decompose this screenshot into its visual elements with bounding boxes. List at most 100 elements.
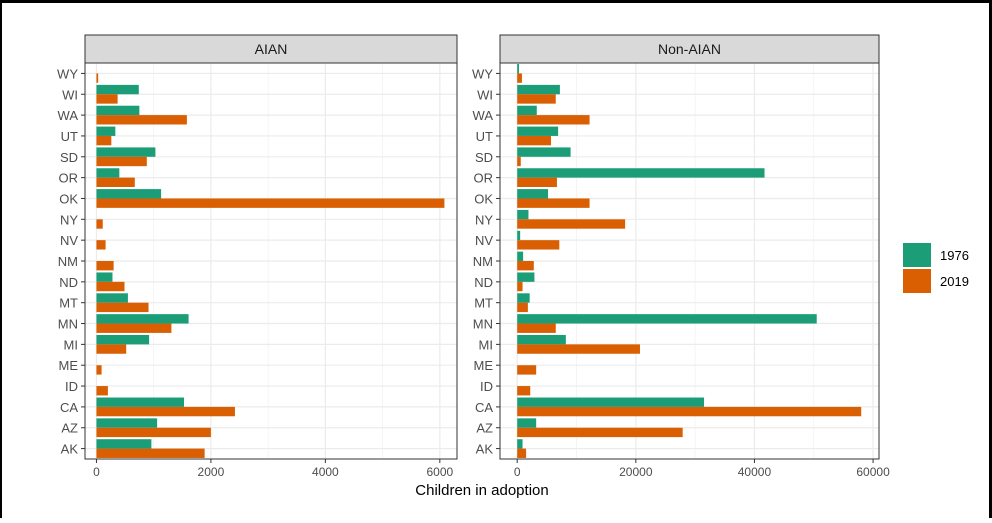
panel-border xyxy=(499,62,880,460)
legend-key-1976 xyxy=(903,243,931,267)
bar-2019 xyxy=(96,73,99,83)
bar-1976 xyxy=(96,126,116,136)
x-tick-label: 2000 xyxy=(198,465,225,479)
y-tick-label: WY xyxy=(472,66,493,81)
y-tick-label: NM xyxy=(473,254,493,269)
legend-key-2019 xyxy=(903,269,931,293)
bar-2019 xyxy=(96,94,118,104)
bar-1976 xyxy=(96,334,150,345)
bar-2019 xyxy=(517,427,683,438)
y-tick-label: NY xyxy=(60,212,78,227)
y-tick-label: MI xyxy=(479,337,493,352)
bar-1976 xyxy=(517,189,549,199)
y-tick-label: CA xyxy=(60,400,78,415)
y-tick-label: OK xyxy=(59,191,78,206)
bar-2019 xyxy=(96,281,125,292)
bar-2019 xyxy=(96,115,187,125)
bar-1976 xyxy=(96,272,113,282)
bar-1976 xyxy=(517,314,817,324)
bar-1976 xyxy=(96,397,185,407)
bar-1976 xyxy=(96,439,152,449)
bar-1976 xyxy=(96,147,156,157)
bar-2019 xyxy=(96,177,135,188)
y-tick-label: ND xyxy=(474,275,493,290)
bar-2019 xyxy=(96,448,205,458)
y-tick-label: CA xyxy=(475,400,493,415)
bar-2019 xyxy=(96,198,445,208)
y-tick-label: MT xyxy=(59,296,78,311)
x-tick-label: 40000 xyxy=(738,465,772,479)
bar-1976 xyxy=(96,189,162,199)
y-tick-label: AZ xyxy=(61,421,78,436)
bar-2019 xyxy=(517,365,537,375)
x-tick-label: 0 xyxy=(93,465,100,479)
bar-1976 xyxy=(96,293,128,303)
legend-label: 2019 xyxy=(940,274,969,289)
y-tick-label: WI xyxy=(477,87,493,102)
y-tick-label: NV xyxy=(60,233,78,248)
bar-2019 xyxy=(96,323,172,333)
bar-2019 xyxy=(517,406,862,417)
bar-2019 xyxy=(517,219,626,229)
bar-2019 xyxy=(96,344,127,354)
y-tick-label: AK xyxy=(61,442,79,457)
bar-2019 xyxy=(517,302,528,313)
y-tick-label: UT xyxy=(61,129,78,144)
y-tick-label: MT xyxy=(474,296,493,311)
bar-2019 xyxy=(517,198,590,208)
x-tick-label: 4000 xyxy=(312,465,339,479)
bar-2019 xyxy=(517,240,560,250)
y-tick-label: AZ xyxy=(476,421,493,436)
y-tick-label: WA xyxy=(473,108,494,123)
y-tick-label: OK xyxy=(474,191,493,206)
y-tick-label: OR xyxy=(474,171,494,186)
bar-1976 xyxy=(96,314,189,324)
bar-2019 xyxy=(517,156,521,167)
bar-2019 xyxy=(96,156,147,167)
y-tick-label: WY xyxy=(57,66,78,81)
bar-2019 xyxy=(517,281,523,292)
bar-1976 xyxy=(517,105,537,116)
bar-1976 xyxy=(517,334,566,345)
bar-1976 xyxy=(517,64,519,74)
bar-1976 xyxy=(517,251,524,261)
bar-1976 xyxy=(517,126,559,136)
panel-title: Non-AIAN xyxy=(658,41,721,57)
y-tick-label: MI xyxy=(64,337,78,352)
bar-1976 xyxy=(517,168,765,178)
bar-2019 xyxy=(96,261,114,271)
bar-2019 xyxy=(96,365,102,375)
y-tick-label: NV xyxy=(475,233,493,248)
y-tick-label: WI xyxy=(62,87,78,102)
bar-1976 xyxy=(517,230,521,241)
y-tick-label: ID xyxy=(65,379,78,394)
bar-1976 xyxy=(517,418,537,428)
y-tick-label: ND xyxy=(59,275,78,290)
bar-2019 xyxy=(517,94,556,104)
x-tick-label: 60000 xyxy=(856,465,890,479)
bar-2019 xyxy=(517,323,556,333)
y-tick-label: SD xyxy=(60,150,78,165)
x-axis-label: Children in adoption xyxy=(415,482,548,499)
bar-1976 xyxy=(517,439,523,449)
bar-1976 xyxy=(96,168,120,178)
adoption-chart: AIAN 0 2000 4000 6000 WY WI WA UT SD OR OK NY NV NM ND M… xyxy=(57,34,969,499)
bar-2019 xyxy=(96,406,235,417)
bar-2019 xyxy=(517,448,527,458)
panel-border xyxy=(84,62,458,460)
x-tick-label: 20000 xyxy=(619,465,653,479)
panel-strip xyxy=(84,34,458,64)
y-tick-label: NM xyxy=(58,254,78,269)
bar-1976 xyxy=(517,84,560,95)
bar-1976 xyxy=(517,147,571,157)
bar-2019 xyxy=(96,135,112,146)
legend-label: 1976 xyxy=(940,248,969,263)
bar-1976 xyxy=(96,105,140,116)
panel-title: AIAN xyxy=(255,41,288,57)
bar-1976 xyxy=(517,397,705,407)
bar-1976 xyxy=(517,293,530,303)
bar-2019 xyxy=(517,177,557,188)
y-tick-label: AK xyxy=(476,442,494,457)
bar-2019 xyxy=(96,302,149,313)
y-tick-label: MN xyxy=(473,317,493,332)
